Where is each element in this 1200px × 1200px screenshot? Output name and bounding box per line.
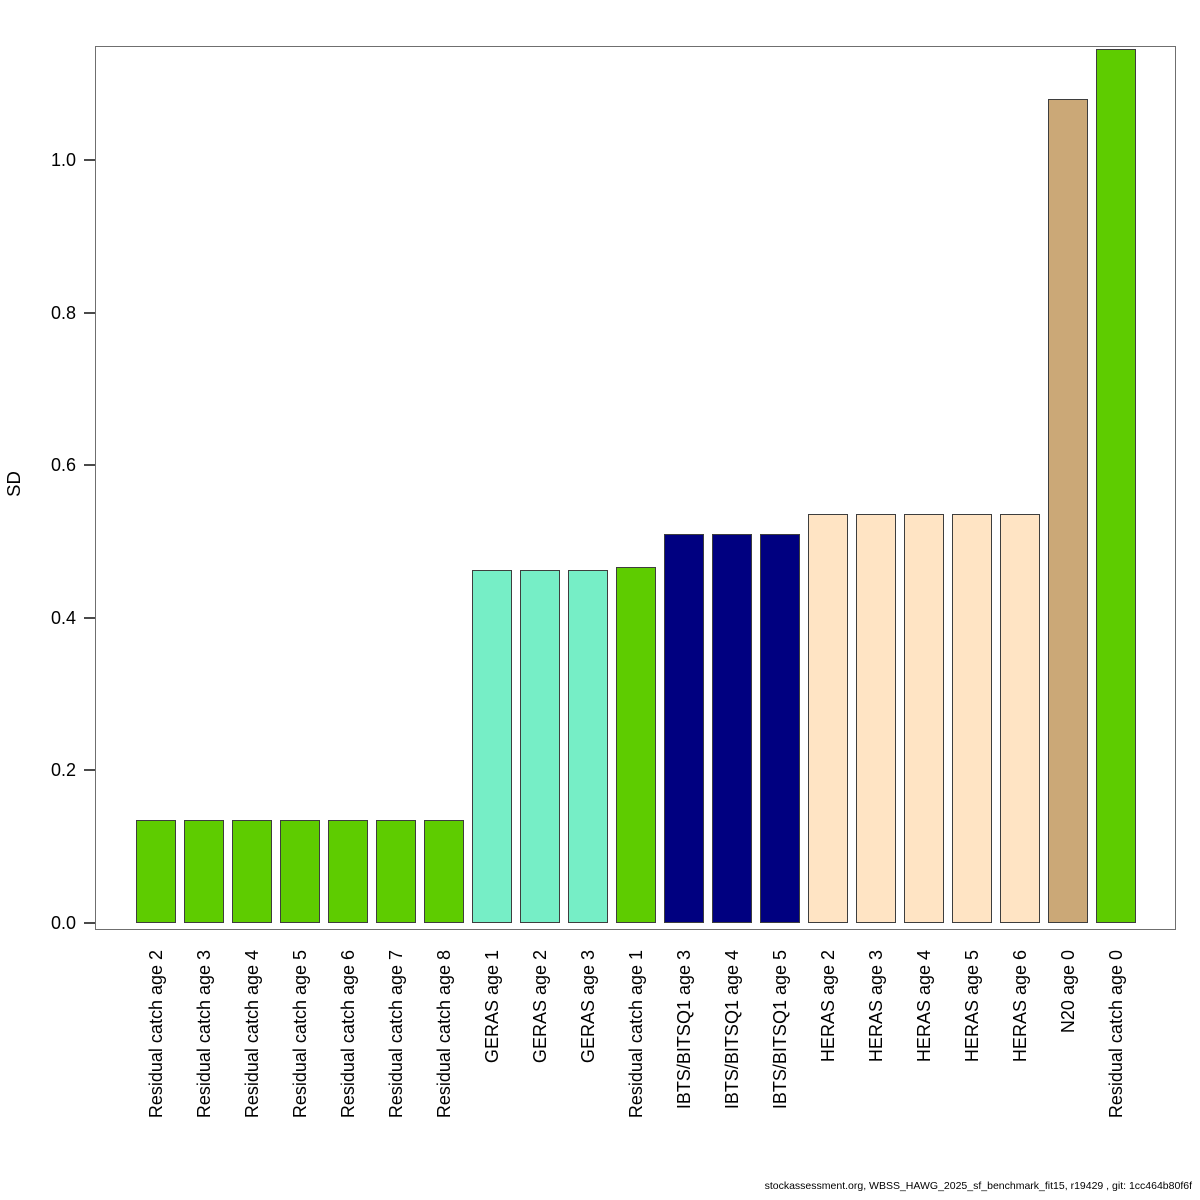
x-axis-label: IBTS/BITSQ1 age 4 — [722, 950, 742, 1110]
y-axis-tick — [84, 464, 95, 466]
bar — [424, 820, 464, 923]
bar — [232, 820, 272, 923]
x-axis-label: Residual catch age 7 — [386, 950, 406, 1119]
bar — [808, 514, 848, 923]
y-axis-tick — [84, 617, 95, 619]
x-axis-label: Residual catch age 2 — [146, 950, 166, 1119]
x-axis-label: HERAS age 4 — [914, 950, 934, 1063]
y-axis-tick-label: 0.8 — [50, 303, 76, 323]
x-axis-label: N20 age 0 — [1058, 950, 1078, 1034]
x-axis-label: GERAS age 3 — [578, 950, 598, 1064]
bar — [856, 514, 896, 923]
bar — [376, 820, 416, 923]
bar — [520, 570, 560, 923]
x-axis-label: HERAS age 2 — [818, 950, 838, 1063]
y-axis-tick-label: 0.2 — [50, 760, 76, 780]
y-axis-tick-label: 0.6 — [50, 455, 76, 475]
x-axis-label: Residual catch age 5 — [290, 950, 310, 1119]
x-axis-label: HERAS age 3 — [866, 950, 886, 1063]
bar — [472, 570, 512, 923]
y-axis-tick — [84, 312, 95, 314]
x-axis-label: IBTS/BITSQ1 age 5 — [770, 950, 790, 1110]
bar — [712, 534, 752, 923]
x-axis-label: Residual catch age 0 — [1106, 950, 1126, 1119]
bar — [184, 820, 224, 923]
y-axis-tick-label: 0.4 — [50, 608, 76, 628]
bar — [328, 820, 368, 923]
bar — [1048, 99, 1088, 923]
y-axis-title: SD — [3, 471, 24, 497]
bar — [904, 514, 944, 923]
x-axis-label: Residual catch age 3 — [194, 950, 214, 1119]
x-axis-label: HERAS age 6 — [1010, 950, 1030, 1063]
bar — [1096, 49, 1136, 923]
x-axis-label: Residual catch age 6 — [338, 950, 358, 1119]
y-axis-tick-label: 0.0 — [50, 913, 76, 933]
bar — [952, 514, 992, 923]
bar — [664, 534, 704, 923]
bar — [568, 570, 608, 923]
bar — [280, 820, 320, 923]
bar — [136, 820, 176, 923]
x-axis-label: Residual catch age 8 — [434, 950, 454, 1119]
x-axis-label: GERAS age 1 — [482, 950, 502, 1064]
attribution-footer: stockassessment.org, WBSS_HAWG_2025_sf_b… — [764, 1180, 1192, 1192]
y-axis-tick — [84, 769, 95, 771]
x-axis-label: GERAS age 2 — [530, 950, 550, 1064]
y-axis-tick — [84, 922, 95, 924]
bar — [760, 534, 800, 923]
bar — [1000, 514, 1040, 923]
y-axis-tick-label: 1.0 — [50, 150, 76, 170]
y-axis-tick — [84, 159, 95, 161]
x-axis-label: Residual catch age 4 — [242, 950, 262, 1119]
bar — [616, 567, 656, 923]
x-axis-label: HERAS age 5 — [962, 950, 982, 1063]
x-axis-label: Residual catch age 1 — [626, 950, 646, 1119]
x-axis-label: IBTS/BITSQ1 age 3 — [674, 950, 694, 1110]
